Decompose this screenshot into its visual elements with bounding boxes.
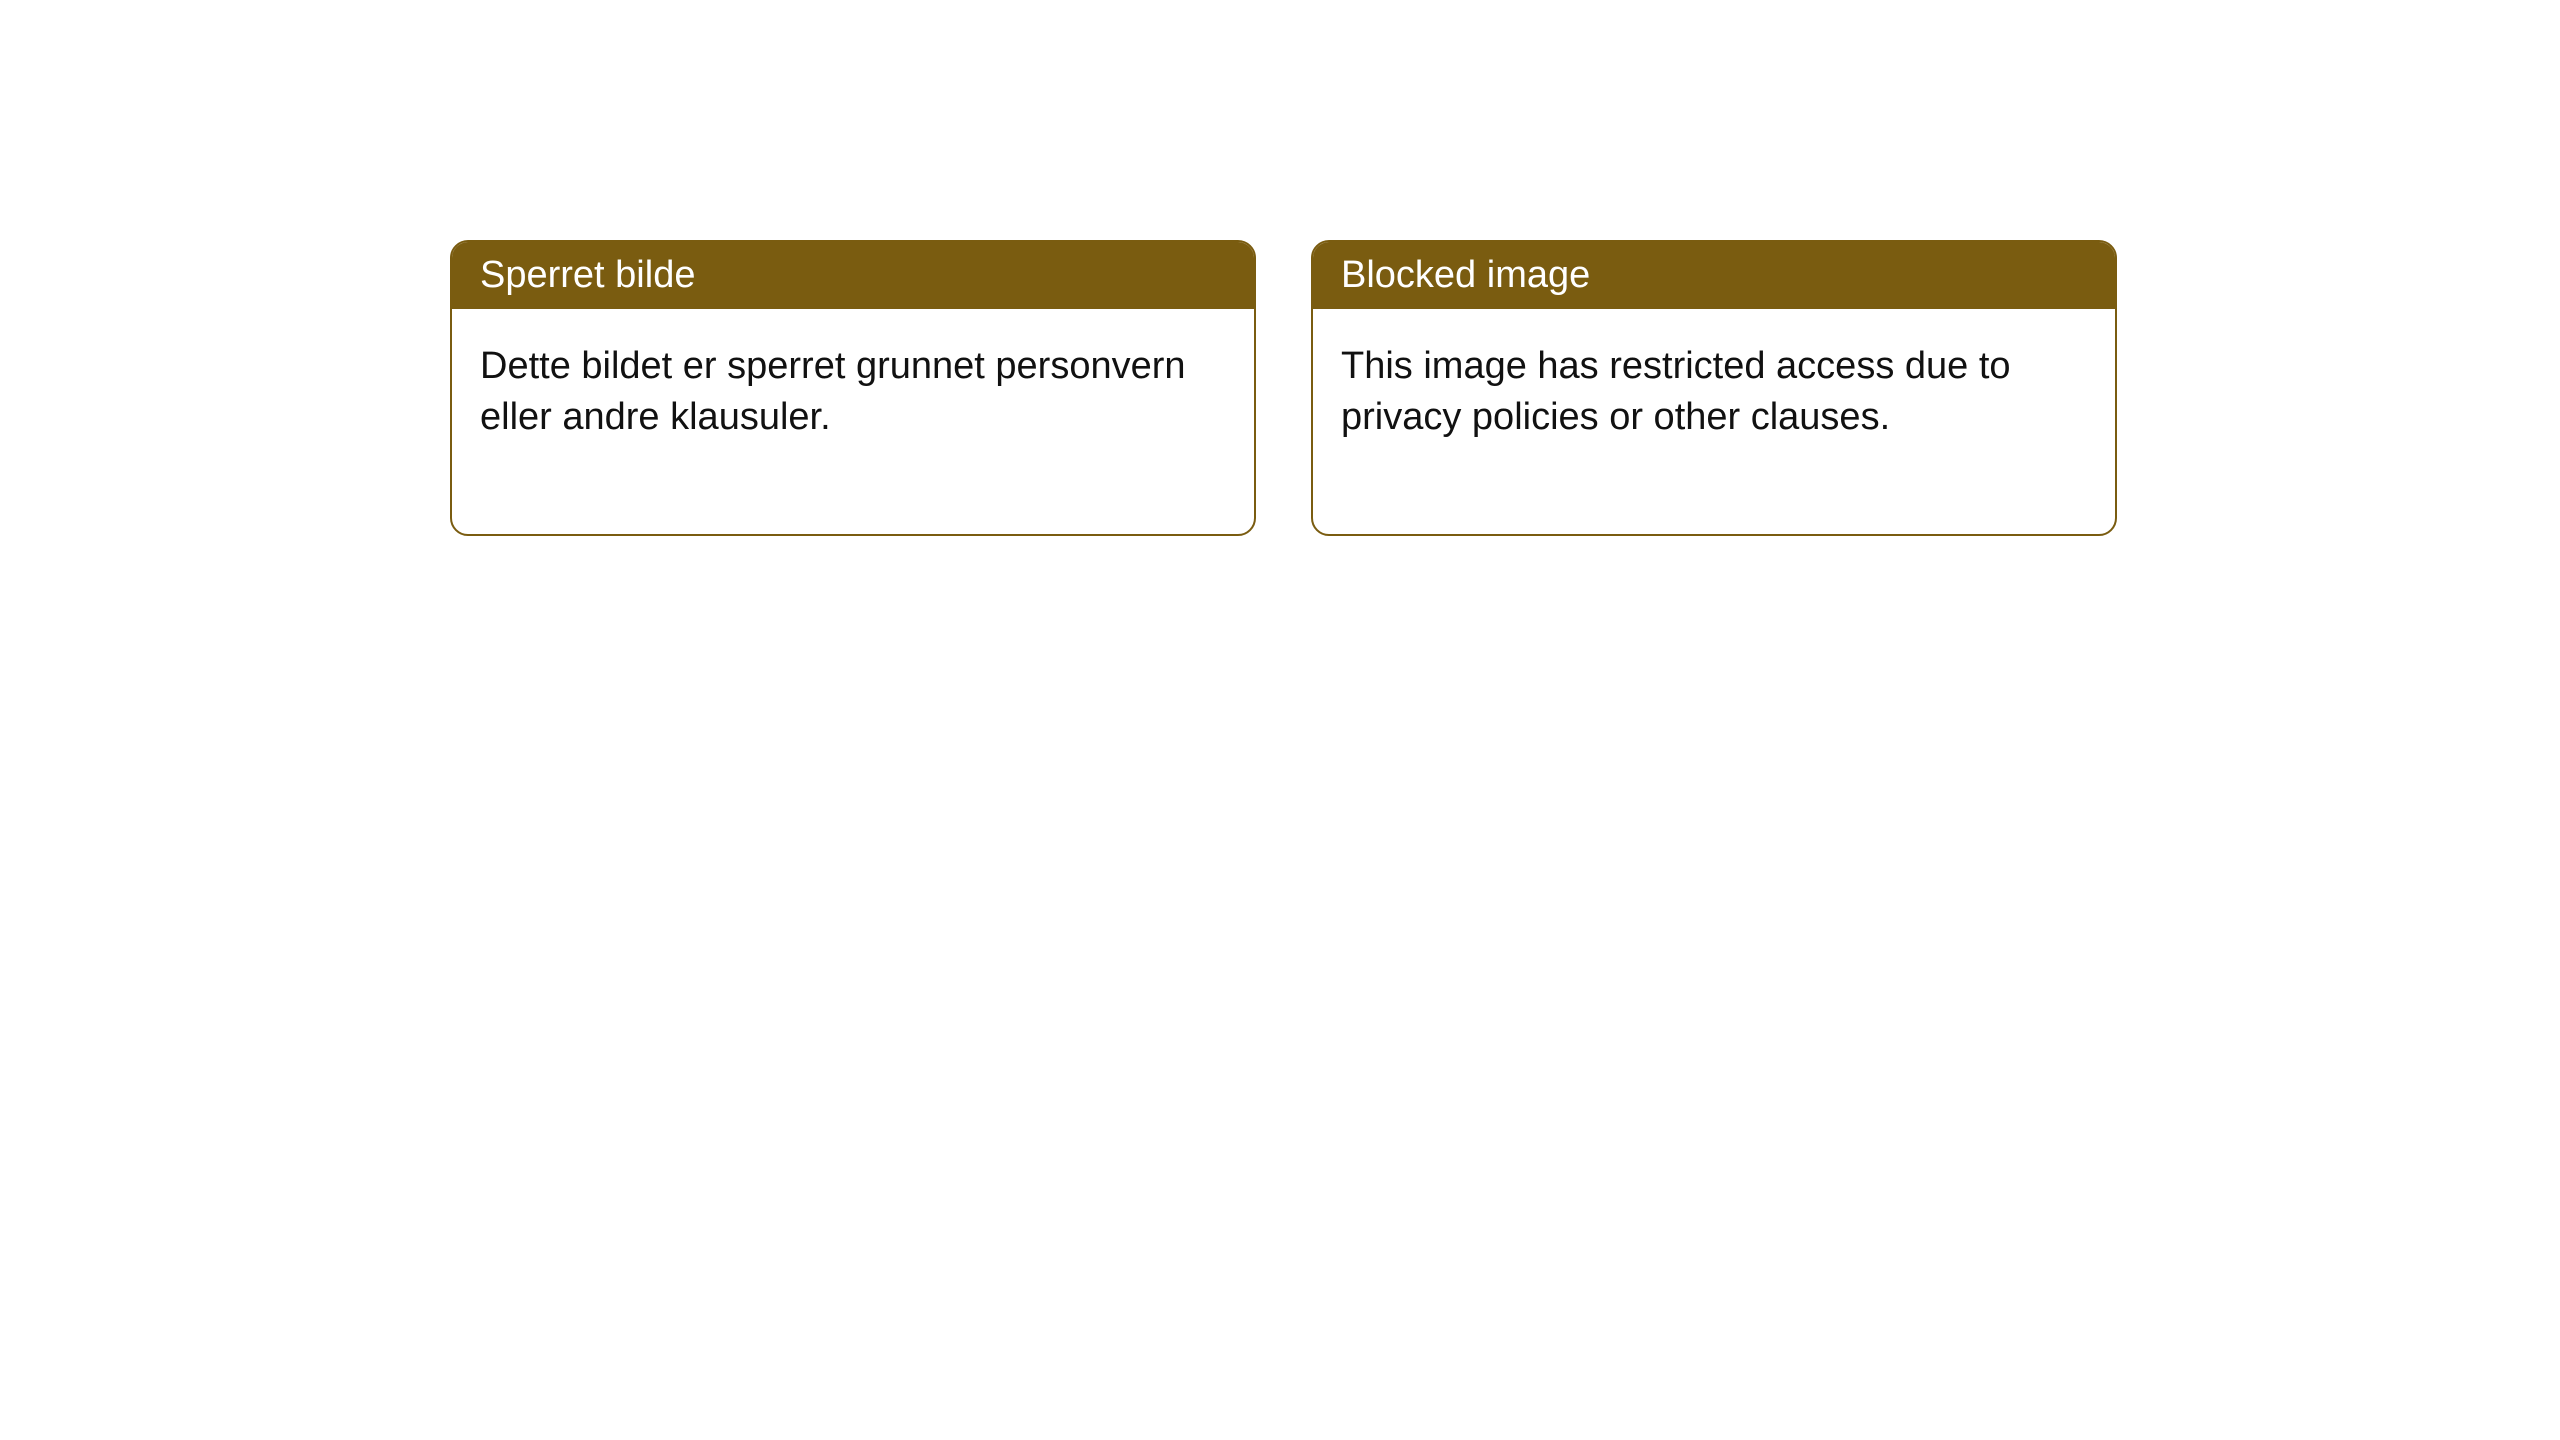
card-header-norwegian: Sperret bilde: [452, 242, 1254, 309]
notice-card-english: Blocked image This image has restricted …: [1311, 240, 2117, 536]
card-body-english: This image has restricted access due to …: [1313, 309, 2115, 534]
notice-card-norwegian: Sperret bilde Dette bildet er sperret gr…: [450, 240, 1256, 536]
notice-cards-container: Sperret bilde Dette bildet er sperret gr…: [450, 240, 2117, 536]
card-header-english: Blocked image: [1313, 242, 2115, 309]
card-body-norwegian: Dette bildet er sperret grunnet personve…: [452, 309, 1254, 534]
